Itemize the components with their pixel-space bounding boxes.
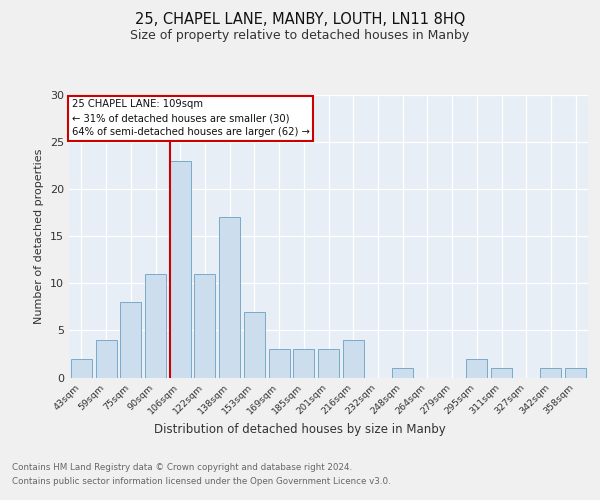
Bar [343,340,364,378]
Bar [541,368,562,378]
Bar [244,312,265,378]
Y-axis label: Number of detached properties: Number of detached properties [34,148,44,324]
Text: 25, CHAPEL LANE, MANBY, LOUTH, LN11 8HQ: 25, CHAPEL LANE, MANBY, LOUTH, LN11 8HQ [135,12,465,28]
Bar [194,274,215,378]
Bar [565,368,586,378]
Bar [95,340,116,378]
Text: 25 CHAPEL LANE: 109sqm
← 31% of detached houses are smaller (30)
64% of semi-det: 25 CHAPEL LANE: 109sqm ← 31% of detached… [71,99,310,137]
Text: Size of property relative to detached houses in Manby: Size of property relative to detached ho… [130,29,470,42]
Bar [491,368,512,378]
Text: Contains public sector information licensed under the Open Government Licence v3: Contains public sector information licen… [12,478,391,486]
Bar [71,358,92,378]
Bar [269,349,290,378]
Bar [392,368,413,378]
Text: Distribution of detached houses by size in Manby: Distribution of detached houses by size … [154,422,446,436]
Bar [219,218,240,378]
Bar [293,349,314,378]
Bar [318,349,339,378]
Bar [145,274,166,378]
Bar [170,161,191,378]
Text: Contains HM Land Registry data © Crown copyright and database right 2024.: Contains HM Land Registry data © Crown c… [12,462,352,471]
Bar [466,358,487,378]
Bar [120,302,141,378]
